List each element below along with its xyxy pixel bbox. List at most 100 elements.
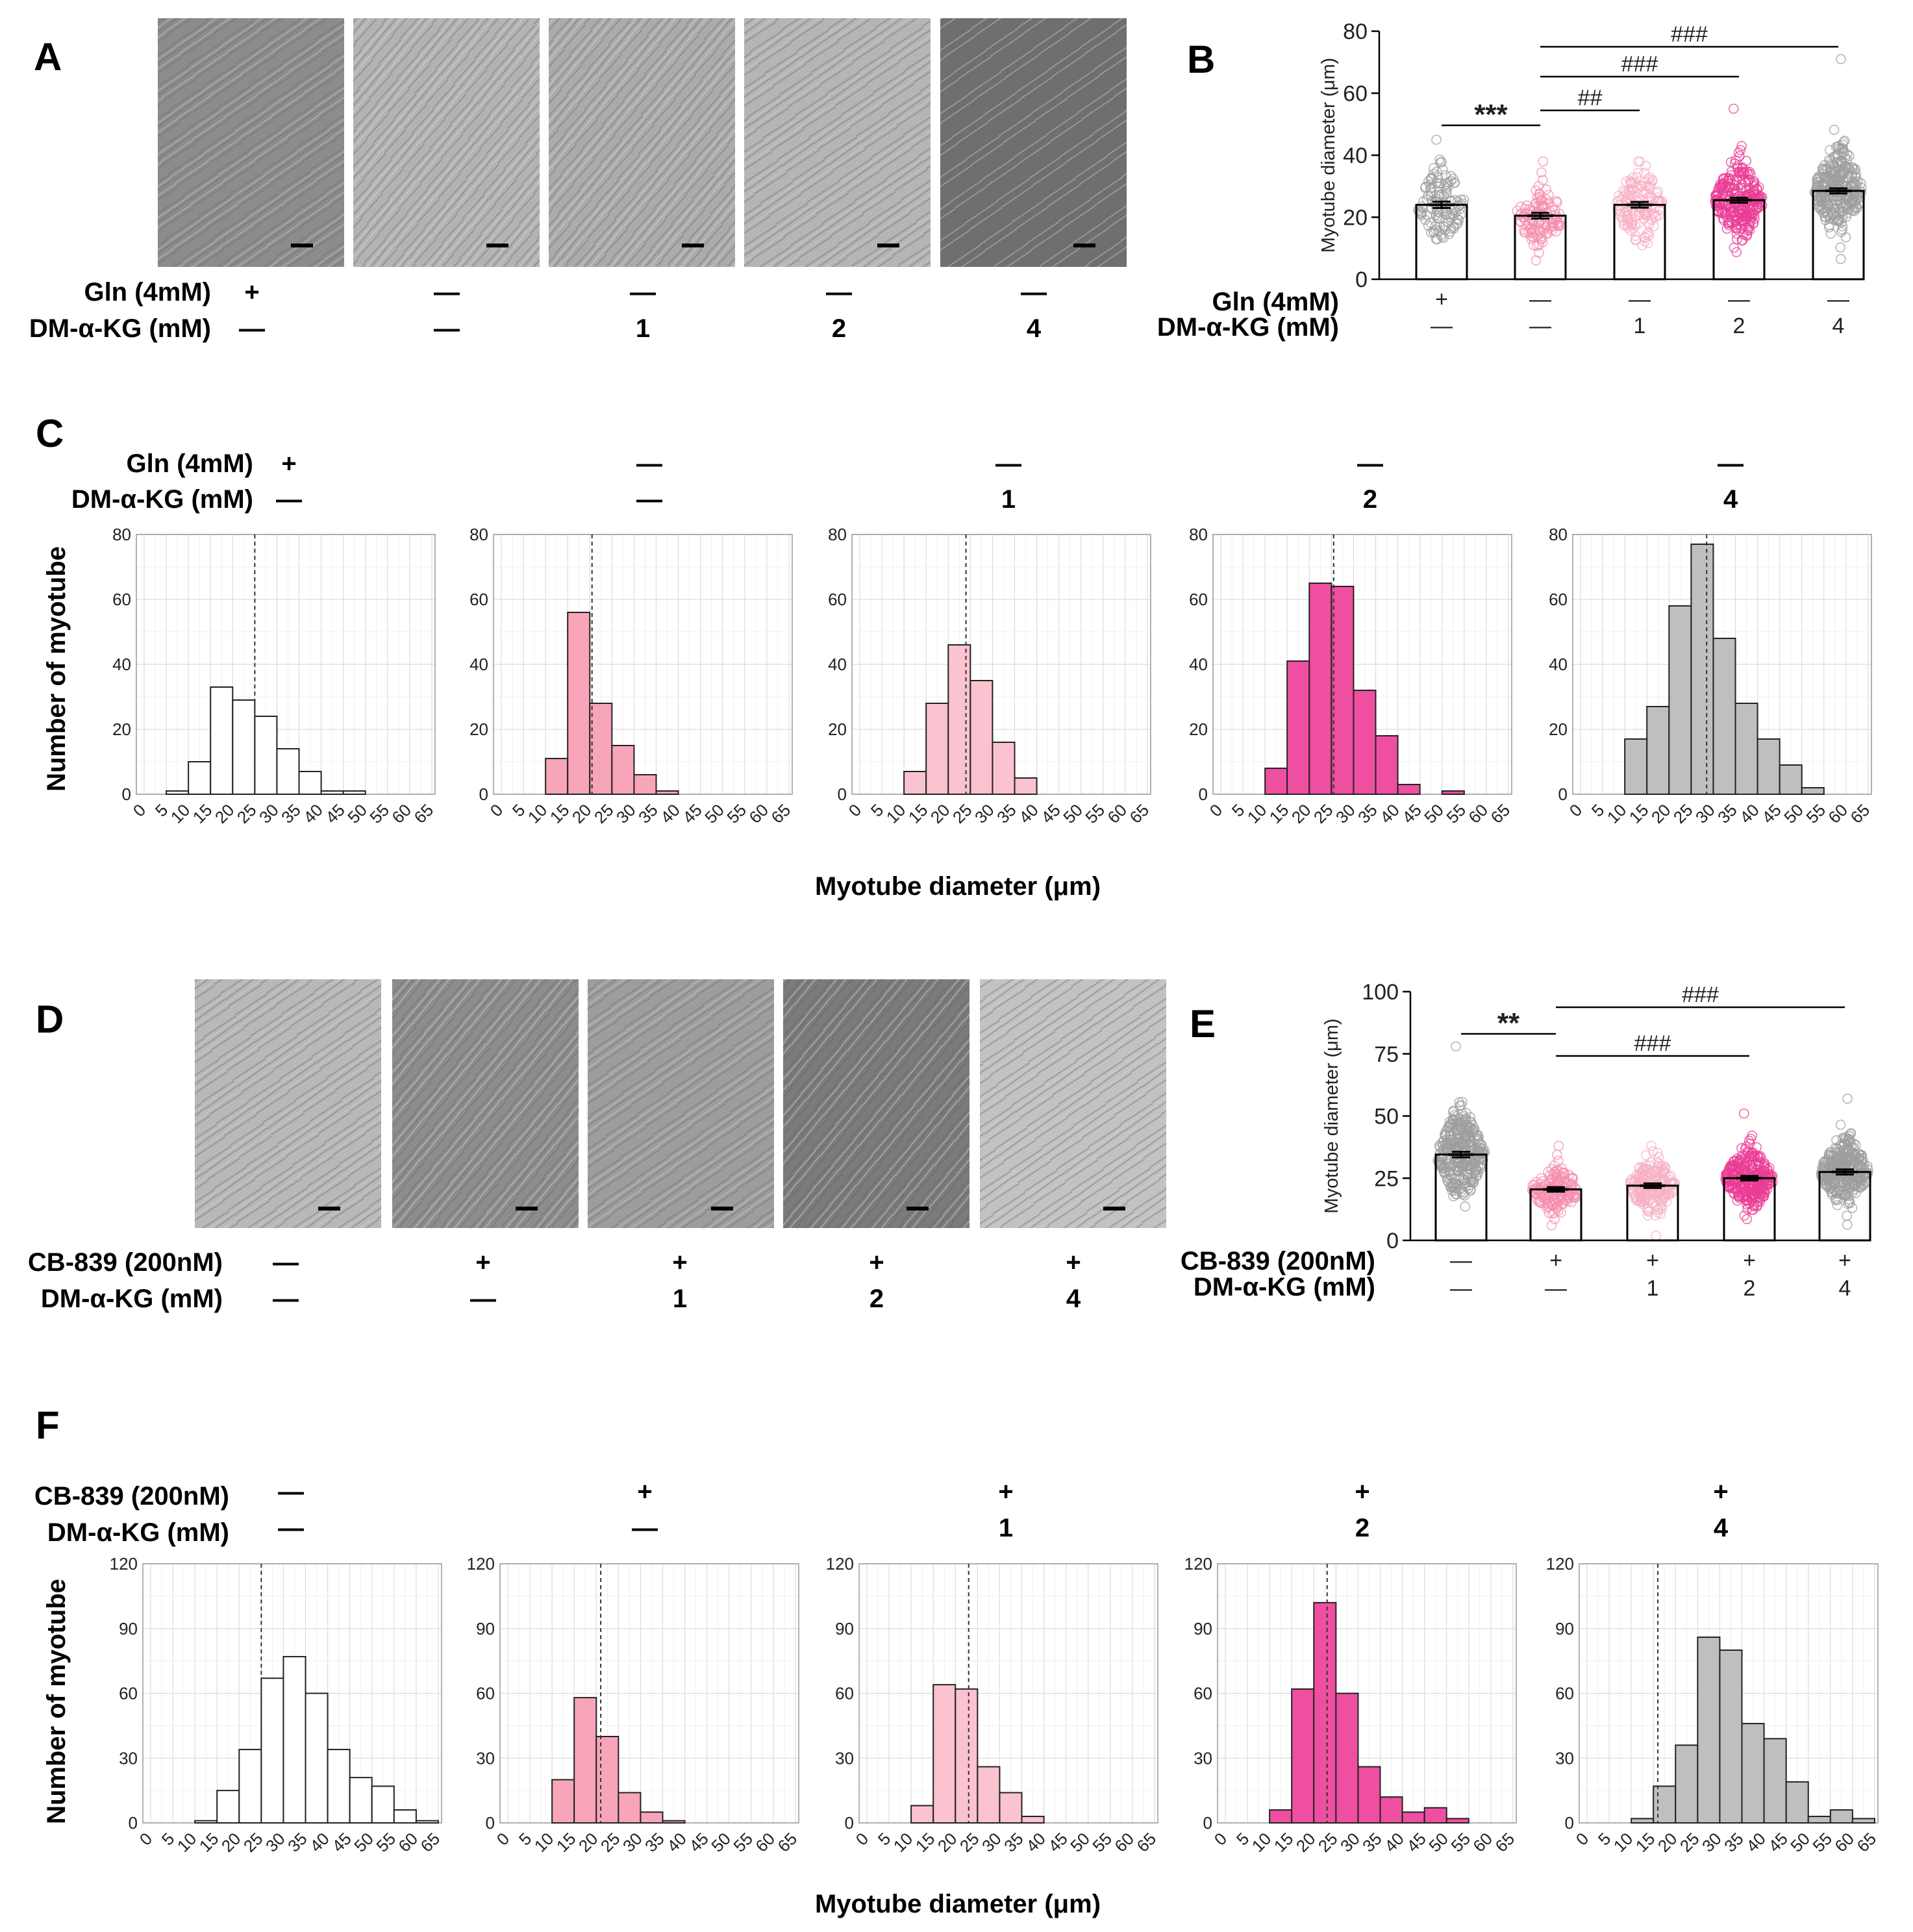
- data-point: [1441, 183, 1452, 194]
- histogram-bar: [1308, 583, 1332, 795]
- data-point: [1531, 1194, 1542, 1204]
- data-point: [1552, 197, 1562, 208]
- cond-col-row2: 2: [1363, 485, 1377, 514]
- micrograph-d3: [588, 979, 774, 1228]
- data-point: [1553, 219, 1564, 230]
- data-point: [1625, 178, 1636, 188]
- histogram-bar: [1331, 586, 1355, 795]
- data-point: [1731, 247, 1742, 258]
- data-point: [1765, 1170, 1776, 1180]
- y-tick-label: 30: [835, 1748, 854, 1768]
- data-point: [1442, 1175, 1453, 1186]
- data-point: [1826, 210, 1837, 221]
- cond-col-row2: 1: [1001, 485, 1016, 514]
- data-point: [1821, 202, 1832, 213]
- cond-col-row2: —: [1545, 1276, 1567, 1301]
- data-point: [1729, 179, 1740, 190]
- x-tick-label: 5: [508, 800, 529, 820]
- significance-label: ###: [1621, 52, 1658, 77]
- histogram-bar: [977, 1766, 1001, 1824]
- data-point: [1525, 223, 1536, 234]
- cond-col-row1: —: [995, 449, 1021, 478]
- cond-col-row2: 2: [1355, 1514, 1369, 1542]
- data-point: [1842, 1093, 1853, 1104]
- data-point: [1630, 177, 1640, 188]
- data-point: [1451, 1041, 1461, 1052]
- data-point: [1470, 1164, 1481, 1175]
- data-point: [1855, 1172, 1866, 1183]
- x-tick-label: 5: [151, 800, 171, 820]
- panel-label-b: B: [1187, 38, 1215, 81]
- x-tick-label: 65: [1133, 1829, 1160, 1856]
- cond-d2-cb839: +: [475, 1248, 490, 1277]
- x-tick-label: 65: [410, 800, 438, 827]
- y-tick-label: 20: [112, 720, 131, 739]
- histogram-bar: [1851, 1818, 1875, 1824]
- y-tick-label: 0: [1386, 1229, 1399, 1253]
- cond-col-row2: 4: [1832, 314, 1845, 338]
- data-point: [1438, 232, 1449, 244]
- data-point: [1439, 181, 1449, 191]
- histogram-bar: [166, 790, 190, 795]
- data-point: [1759, 1160, 1770, 1172]
- hist-c-xlabel: Myotube diameter (μm): [815, 872, 1101, 901]
- data-point: [1644, 220, 1655, 230]
- data-point: [1824, 1147, 1835, 1158]
- cond-a1-dmakg: —: [239, 314, 265, 343]
- cond-col-row2: 4: [1839, 1276, 1851, 1301]
- data-point: [1536, 1173, 1546, 1184]
- y-axis-label: Myotube diameter (μm): [1318, 58, 1339, 253]
- data-point: [1730, 216, 1740, 227]
- panel-label-f: F: [36, 1403, 60, 1447]
- x-tick-label: 0: [852, 1829, 872, 1849]
- cond-col-row2: —: [1529, 314, 1551, 338]
- data-point: [1431, 166, 1442, 177]
- data-point: [1642, 1210, 1653, 1221]
- histogram-bar: [611, 745, 635, 795]
- data-point: [1451, 219, 1462, 229]
- data-point: [1660, 1168, 1671, 1178]
- data-point: [1859, 1159, 1869, 1170]
- y-tick-label: 0: [1355, 268, 1368, 292]
- data-point: [1467, 1127, 1477, 1138]
- data-point: [1741, 1191, 1752, 1202]
- data-point: [1853, 1153, 1864, 1164]
- histogram-bar: [194, 1820, 218, 1824]
- cond-col-row1: —: [278, 1477, 304, 1506]
- histogram-bar: [1763, 1738, 1787, 1824]
- scale-bar: [1103, 1207, 1125, 1211]
- data-point: [1818, 179, 1828, 189]
- data-point: [1454, 1097, 1464, 1108]
- data-point: [1739, 1210, 1750, 1221]
- y-tick-label: 80: [828, 525, 847, 544]
- data-point: [1479, 1147, 1490, 1157]
- cond-e-label-dmakg: DM-α-KG (mM): [1194, 1273, 1375, 1301]
- data-point: [1444, 1116, 1455, 1127]
- data-point: [1758, 1187, 1769, 1198]
- y-tick-label: 60: [119, 1684, 138, 1703]
- data-point: [1718, 173, 1729, 184]
- data-point: [1749, 179, 1760, 190]
- x-tick-label: 0: [493, 1829, 513, 1849]
- cond-col-row2: —: [278, 1514, 304, 1542]
- data-point: [1625, 201, 1636, 212]
- histogram-bar: [969, 680, 994, 795]
- histogram-bar: [947, 644, 971, 795]
- y-tick-label: 80: [112, 525, 131, 544]
- data-point: [1644, 1205, 1655, 1216]
- data-point: [1533, 1196, 1544, 1207]
- cond-col-row1: +: [1838, 1248, 1851, 1273]
- y-tick-label: 60: [1343, 82, 1368, 107]
- y-tick-label: 0: [1203, 1813, 1212, 1833]
- data-point: [1540, 222, 1551, 233]
- data-point: [1664, 1186, 1675, 1197]
- x-tick-label: 65: [1492, 1829, 1519, 1856]
- cond-col-row1: +: [1435, 287, 1448, 312]
- data-points: [1625, 1140, 1681, 1241]
- histogram-bar: [662, 1820, 686, 1824]
- micrograph-a5: [940, 18, 1127, 267]
- data-point: [1854, 1148, 1864, 1159]
- histogram-bar: [1801, 787, 1825, 795]
- cond-d1-dmakg: —: [273, 1285, 299, 1313]
